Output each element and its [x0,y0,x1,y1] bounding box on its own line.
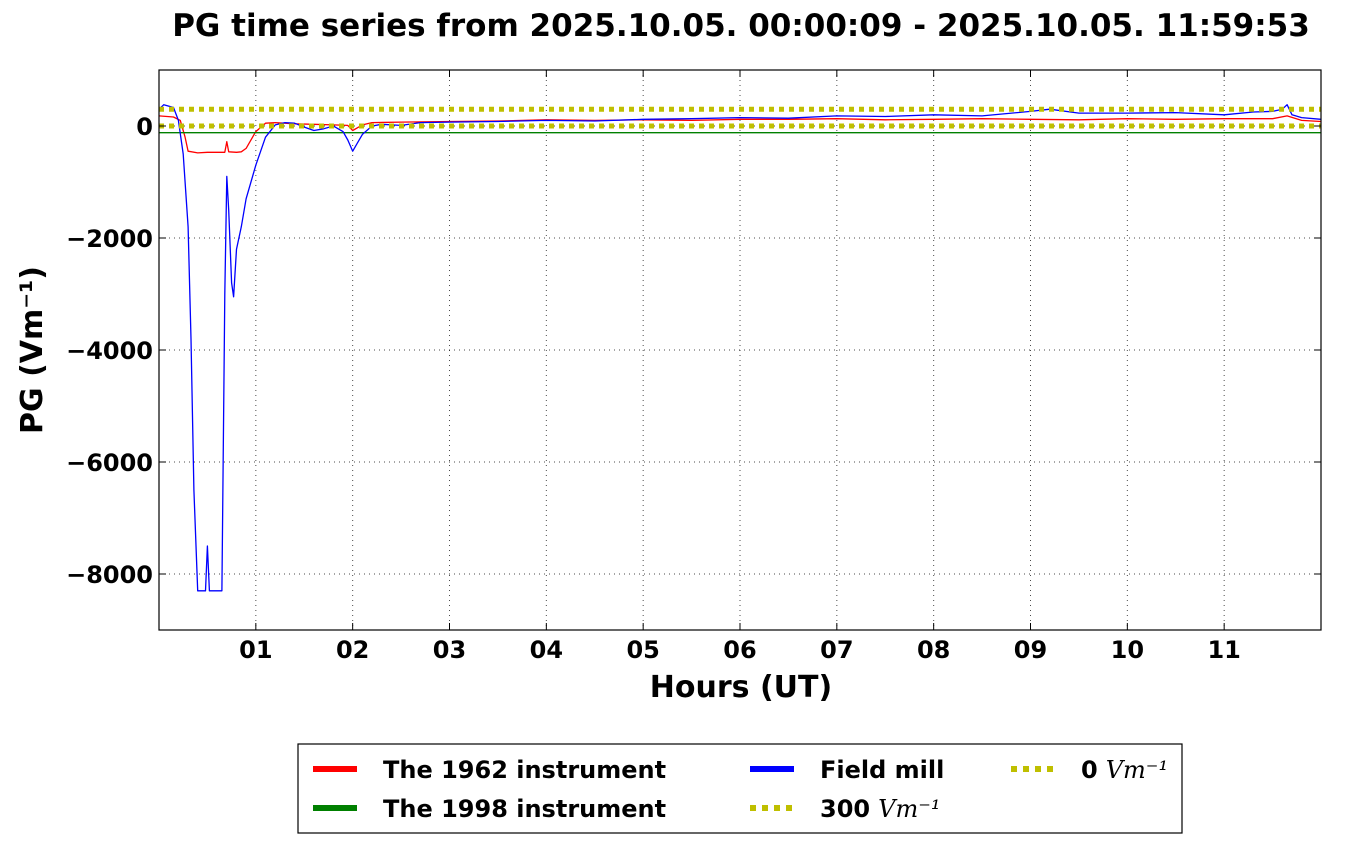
legend-label: The 1962 instrument [383,756,666,784]
legend-unit: Vm⁻¹ [1106,756,1168,784]
legend: The 1962 instrument The 1998 instrument Fi… [297,743,1183,834]
grid-lines [159,70,1321,630]
x-axis-label: Hours (UT) [650,670,832,705]
x-tick-label: 06 [723,636,756,664]
series-line [158,115,1322,154]
legend-unit: Vm⁻¹ [878,795,940,823]
ticks-layer: 01 02 03 04 05 06 07 08 09 10 11 −8000 −6000 −4000 −20… [66,70,1321,664]
legend-label: 300 Vm⁻¹ [820,795,941,823]
y-tick-label: −4000 [66,337,153,365]
legend-label: Field mill [820,756,944,784]
x-tick-label: 07 [820,636,853,664]
series-line [158,104,1322,592]
y-axis-label: PG (Vm⁻¹) [15,266,50,434]
legend-label: 0 Vm⁻¹ [1081,756,1168,784]
series-layer [158,104,1322,592]
legend-frame [297,743,1183,834]
x-tick-label: 01 [239,636,272,664]
x-tick-label: 10 [1111,636,1144,664]
y-tick-label: −6000 [66,449,153,477]
y-tick-label: 0 [136,113,153,141]
legend-label: The 1998 instrument [383,795,666,823]
x-tick-label: 02 [336,636,369,664]
x-tick-label: 05 [626,636,659,664]
chart-title: PG time series from 2025.10.05. 00:00:09… [172,8,1310,44]
y-tick-label: −8000 [66,561,153,589]
x-tick-label: 04 [530,636,563,664]
x-tick-label: 11 [1207,636,1240,664]
x-tick-label: 03 [433,636,466,664]
y-tick-label: −2000 [66,225,153,253]
x-tick-label: 09 [1014,636,1047,664]
x-tick-label: 08 [917,636,950,664]
